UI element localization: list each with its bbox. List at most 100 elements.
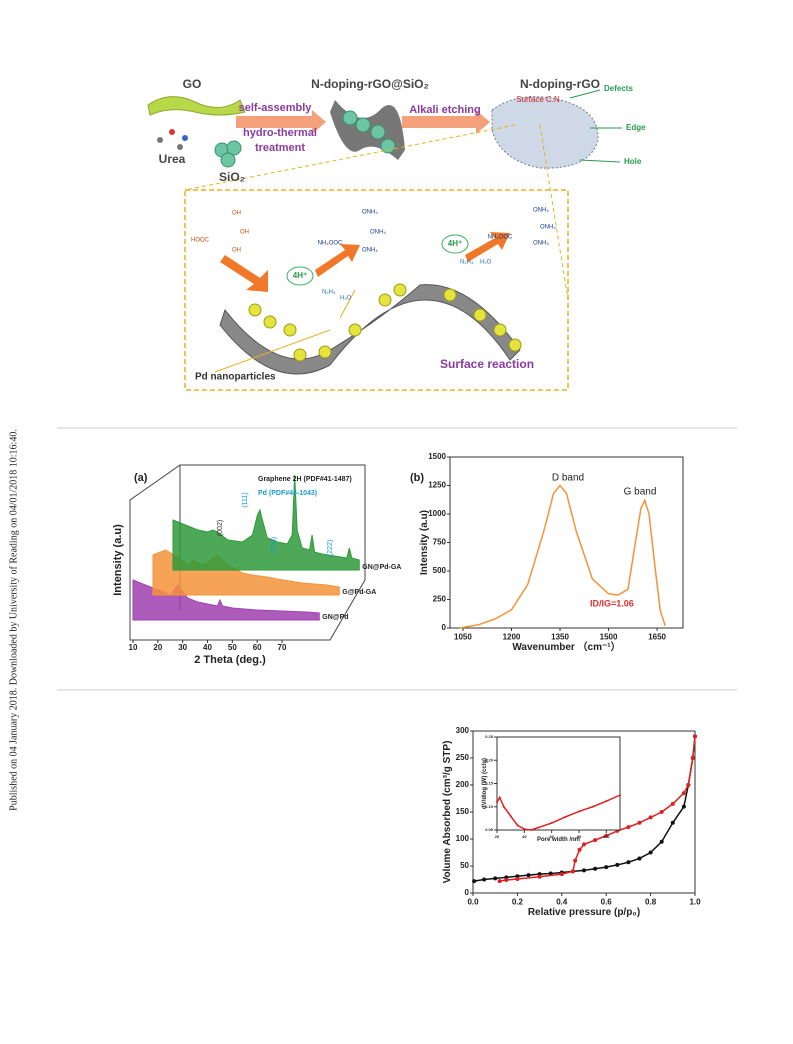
y-tick-label: 50: [460, 861, 469, 870]
x-tick-label: 20: [153, 643, 162, 652]
point: [550, 822, 553, 825]
point: [604, 865, 609, 870]
point: [548, 871, 553, 876]
point: [670, 801, 675, 806]
legend-entry: Graphene 2H (PDF#41-1487): [258, 476, 352, 483]
x-tick-label: 0.6: [601, 898, 613, 907]
label: ONH₄: [533, 208, 549, 214]
point: [564, 815, 567, 818]
point: [577, 847, 582, 852]
label: 4H⁺: [293, 271, 307, 280]
point: [523, 828, 526, 831]
zoom-box: [184, 189, 569, 391]
y-tick-label: 300: [456, 726, 470, 735]
x-tick-label: 1350: [551, 633, 569, 642]
series-area: [172, 474, 360, 571]
point: [648, 850, 653, 855]
point: [582, 868, 586, 873]
y-tick-label: 750: [433, 538, 447, 547]
scheme-labels: GO Urea SiO₂ N-doping-rGO@SiO₂ self-asse…: [159, 77, 646, 382]
y-tick-label: 0.25: [485, 734, 494, 739]
urea-molecules: [157, 129, 188, 150]
label: ONH₄: [533, 241, 549, 247]
label: Hole: [624, 157, 642, 166]
sio2-spheres: [342, 110, 396, 154]
point: [648, 815, 653, 820]
y-tick-label: 0.15: [485, 781, 494, 786]
point: [573, 858, 578, 863]
y-tick-label: 0.10: [485, 804, 494, 809]
arrow: [220, 255, 268, 292]
callout-lines: [569, 89, 622, 163]
series-label: G@Pd-GA: [342, 589, 376, 596]
arrow: [236, 110, 326, 134]
y-tick-label: 500: [433, 566, 447, 575]
point: [670, 820, 675, 825]
point: [502, 805, 505, 808]
annotation: G band: [624, 487, 657, 498]
label: self-assembly: [239, 102, 313, 114]
panel-label: (a): [134, 472, 148, 484]
label: ONH₄: [540, 225, 556, 231]
point: [515, 876, 520, 881]
peak-label: (222): [327, 540, 334, 556]
point: [493, 876, 498, 881]
y-tick-label: 1500: [428, 452, 446, 461]
y-tick-label: 250: [433, 595, 447, 604]
label: GO: [183, 77, 202, 91]
series-line: [496, 794, 621, 831]
point: [496, 801, 498, 804]
label: SiO₂: [219, 170, 245, 184]
annotation: ID/IG=1.06: [590, 598, 634, 608]
peak-label: (002): [217, 520, 224, 536]
label: N₂H₄: [322, 290, 336, 296]
x-tick-label: 20: [495, 834, 500, 839]
series-label: GN@Pd: [322, 614, 348, 621]
y-axis-label: dV/dlog (W) (cc/g): [482, 758, 488, 809]
panel-label: (b): [410, 472, 424, 484]
y-axis-label: Volume Absorbed (cm³/g STP): [442, 741, 453, 884]
label: Surface C.N: [516, 95, 560, 104]
x-tick-label: 80: [577, 834, 582, 839]
x-tick-label: 1050: [454, 633, 472, 642]
label: ONH₄: [362, 248, 378, 254]
go-sheet: [147, 96, 246, 116]
x-tick-label: 0.0: [467, 898, 479, 907]
x-tick-label: 1500: [600, 633, 618, 642]
label: Urea: [159, 152, 186, 166]
y-axis-label: Intensity (a.u): [419, 510, 430, 575]
peak-label: (111): [242, 492, 249, 507]
annotation: D band: [552, 473, 584, 484]
point: [637, 820, 642, 825]
point: [605, 800, 608, 803]
point: [693, 734, 697, 739]
label: NH₄OOC: [488, 235, 513, 241]
x-tick-label: 30: [178, 643, 187, 652]
label: H₂O: [340, 296, 352, 302]
x-axis-label: Pore width /nm: [537, 837, 580, 843]
point: [498, 796, 501, 799]
point: [637, 856, 642, 861]
point: [619, 794, 621, 797]
label: OH: [232, 248, 241, 254]
x-tick-label: 0.4: [556, 898, 568, 907]
label: HOOC: [191, 238, 210, 244]
x-tick-label: 60: [253, 643, 262, 652]
label: OH: [240, 230, 249, 236]
point: [593, 838, 598, 843]
label: Edge: [626, 123, 646, 132]
point: [530, 829, 533, 831]
point: [659, 810, 664, 814]
series-line: [459, 484, 666, 629]
y-axis-label: Intensity (a.u): [112, 524, 124, 596]
label: ONH₄: [362, 210, 378, 216]
point: [504, 878, 509, 883]
x-tick-label: 40: [522, 834, 527, 839]
point: [686, 783, 691, 787]
label: treatment: [255, 142, 305, 154]
point: [509, 815, 512, 818]
proton-oval: [286, 266, 314, 286]
label: Pd nanoparticles: [195, 372, 276, 383]
point: [559, 872, 564, 877]
